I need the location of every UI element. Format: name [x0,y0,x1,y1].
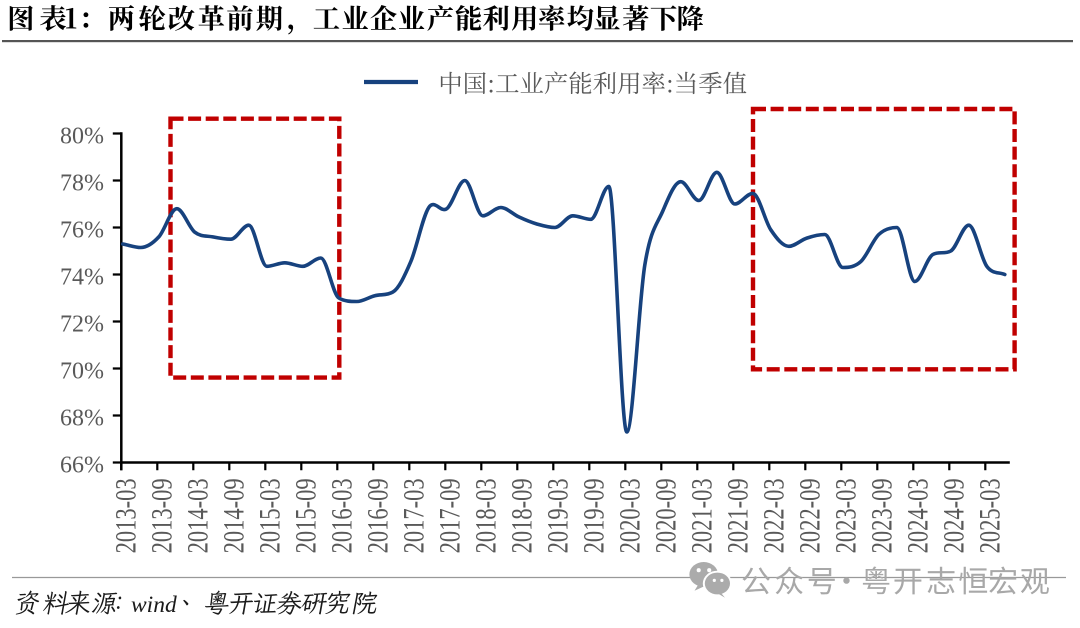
svg-text:76%: 76% [60,218,104,244]
svg-text:2015-09: 2015-09 [288,478,322,553]
svg-text:2021-09: 2021-09 [720,478,754,553]
svg-text:2015-03: 2015-03 [252,478,286,553]
svg-text:2024-03: 2024-03 [900,478,934,553]
svg-text:2019-03: 2019-03 [540,478,574,553]
svg-text:2013-09: 2013-09 [144,478,178,553]
svg-text:78%: 78% [60,171,104,197]
svg-text:70%: 70% [60,359,104,385]
svg-text:2022-03: 2022-03 [756,478,790,553]
svg-text:2018-03: 2018-03 [468,478,502,553]
svg-text:2016-03: 2016-03 [324,478,358,553]
svg-text:2022-09: 2022-09 [792,478,826,553]
svg-text:74%: 74% [60,265,104,291]
svg-text:66%: 66% [60,453,104,479]
svg-text:72%: 72% [60,312,104,338]
svg-text:2013-03: 2013-03 [108,478,142,553]
svg-text:2020-09: 2020-09 [648,478,682,553]
svg-text:2016-09: 2016-09 [360,478,394,553]
svg-text:2019-09: 2019-09 [576,478,610,553]
svg-text:2017-03: 2017-03 [396,478,430,553]
svg-text:2023-09: 2023-09 [864,478,898,553]
svg-text:2021-03: 2021-03 [684,478,718,553]
svg-text:68%: 68% [60,406,104,432]
svg-text:2014-03: 2014-03 [180,478,214,553]
svg-text:2017-09: 2017-09 [432,478,466,553]
svg-text:wind: wind [131,592,177,618]
svg-text:2024-09: 2024-09 [936,478,970,553]
svg-text:2018-09: 2018-09 [504,478,538,553]
svg-text:2020-03: 2020-03 [612,478,646,553]
svg-text:2014-09: 2014-09 [216,478,250,553]
svg-text:80%: 80% [60,124,104,150]
svg-text:2023-03: 2023-03 [828,478,862,553]
svg-text:2025-03: 2025-03 [972,478,1006,553]
